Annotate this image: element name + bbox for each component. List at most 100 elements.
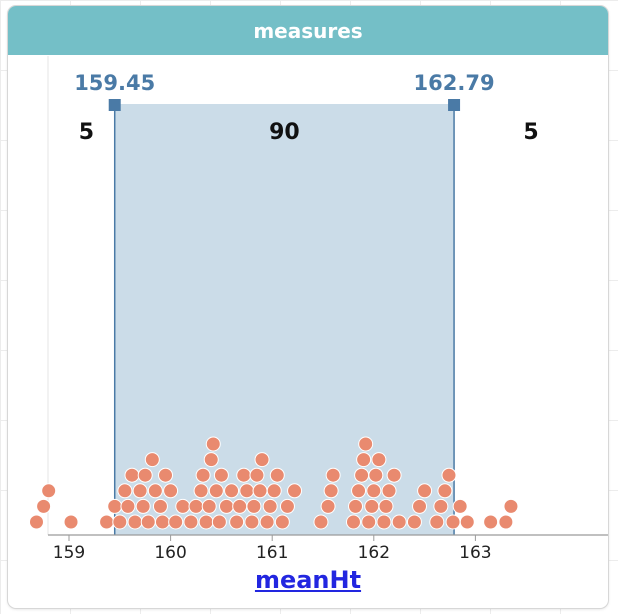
data-point[interactable]: [364, 498, 380, 514]
x-tick-label: 160: [154, 543, 186, 563]
data-point[interactable]: [325, 467, 341, 483]
data-point[interactable]: [313, 514, 329, 530]
data-point[interactable]: [120, 498, 136, 514]
data-point[interactable]: [208, 483, 224, 499]
data-point[interactable]: [41, 483, 57, 499]
data-point[interactable]: [459, 514, 475, 530]
data-point[interactable]: [252, 483, 268, 499]
data-point[interactable]: [345, 514, 361, 530]
interval-band: [114, 104, 455, 535]
data-point[interactable]: [266, 483, 282, 499]
upper-bound-handle[interactable]: [448, 99, 461, 111]
data-point[interactable]: [140, 514, 156, 530]
data-point[interactable]: [205, 436, 221, 452]
x-tick-label: 162: [358, 543, 390, 563]
data-point[interactable]: [201, 498, 217, 514]
data-point[interactable]: [158, 467, 174, 483]
data-point[interactable]: [259, 514, 275, 530]
data-point[interactable]: [246, 498, 262, 514]
data-point[interactable]: [147, 483, 163, 499]
data-point[interactable]: [386, 467, 402, 483]
data-point[interactable]: [378, 498, 394, 514]
data-point[interactable]: [351, 483, 367, 499]
data-point[interactable]: [175, 498, 191, 514]
count-above: 5: [523, 120, 538, 145]
data-point[interactable]: [28, 514, 44, 530]
data-point[interactable]: [188, 498, 204, 514]
data-point[interactable]: [437, 483, 453, 499]
data-point[interactable]: [232, 498, 248, 514]
data-point[interactable]: [376, 514, 392, 530]
data-point[interactable]: [254, 452, 270, 468]
data-point[interactable]: [132, 483, 148, 499]
data-point[interactable]: [168, 514, 184, 530]
data-point[interactable]: [279, 498, 295, 514]
data-point[interactable]: [358, 436, 374, 452]
data-point[interactable]: [433, 498, 449, 514]
data-point[interactable]: [211, 514, 227, 530]
x-axis-ticks: 159 160 161 162 163: [53, 535, 492, 563]
data-point[interactable]: [483, 514, 499, 530]
data-point[interactable]: [127, 514, 143, 530]
data-point[interactable]: [144, 452, 160, 468]
x-tick-label: 161: [256, 543, 288, 563]
lower-bound-handle[interactable]: [108, 99, 121, 111]
data-point[interactable]: [236, 467, 252, 483]
data-point[interactable]: [366, 483, 382, 499]
data-point[interactable]: [348, 498, 364, 514]
data-point[interactable]: [107, 498, 123, 514]
data-point[interactable]: [244, 514, 260, 530]
data-point[interactable]: [218, 498, 234, 514]
data-point[interactable]: [163, 483, 179, 499]
data-point[interactable]: [137, 467, 153, 483]
data-point[interactable]: [193, 483, 209, 499]
data-point[interactable]: [287, 483, 303, 499]
data-point[interactable]: [135, 498, 151, 514]
data-point[interactable]: [391, 514, 407, 530]
data-point[interactable]: [371, 452, 387, 468]
x-axis-title[interactable]: meanHt: [254, 566, 362, 594]
data-point[interactable]: [99, 514, 115, 530]
data-point[interactable]: [412, 498, 428, 514]
x-tick-label: 159: [53, 543, 85, 563]
data-point[interactable]: [452, 498, 468, 514]
data-point[interactable]: [36, 498, 52, 514]
data-point[interactable]: [429, 514, 445, 530]
data-point[interactable]: [117, 483, 133, 499]
data-point[interactable]: [356, 452, 372, 468]
data-point[interactable]: [441, 467, 457, 483]
data-point[interactable]: [262, 498, 278, 514]
dot-plot: 159.45 162.79 5 90 5 159 160 161 162 163: [28, 56, 608, 563]
data-point[interactable]: [354, 467, 370, 483]
data-point[interactable]: [269, 467, 285, 483]
data-point[interactable]: [195, 467, 211, 483]
data-point[interactable]: [381, 483, 397, 499]
data-point[interactable]: [63, 514, 79, 530]
data-point[interactable]: [152, 498, 168, 514]
data-point[interactable]: [323, 483, 339, 499]
x-tick-label: 163: [459, 543, 491, 563]
upper-bound-label: 162.79: [414, 71, 495, 95]
data-point[interactable]: [124, 467, 140, 483]
lower-bound-label: 159.45: [74, 71, 155, 95]
points-layer: [28, 436, 519, 530]
data-point[interactable]: [361, 514, 377, 530]
data-point[interactable]: [417, 483, 433, 499]
data-point[interactable]: [498, 514, 514, 530]
data-point[interactable]: [154, 514, 170, 530]
data-point[interactable]: [203, 452, 219, 468]
data-point[interactable]: [249, 467, 265, 483]
data-point[interactable]: [198, 514, 214, 530]
data-point[interactable]: [406, 514, 422, 530]
data-point[interactable]: [368, 467, 384, 483]
data-point[interactable]: [213, 467, 229, 483]
data-point[interactable]: [274, 514, 290, 530]
data-point[interactable]: [224, 483, 240, 499]
data-point[interactable]: [320, 498, 336, 514]
data-point[interactable]: [503, 498, 519, 514]
data-point[interactable]: [239, 483, 255, 499]
data-point[interactable]: [112, 514, 128, 530]
data-point[interactable]: [229, 514, 245, 530]
data-point[interactable]: [445, 514, 461, 530]
data-point[interactable]: [183, 514, 199, 530]
